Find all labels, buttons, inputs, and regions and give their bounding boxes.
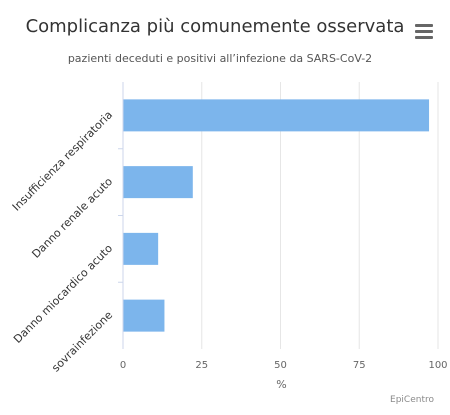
category-label: sovrainfezione (49, 308, 115, 374)
x-axis-title: % (276, 378, 286, 391)
x-tick-label: 50 (274, 360, 287, 371)
x-tick-label: 75 (353, 360, 366, 371)
credits-link[interactable]: EpiCentro (390, 395, 434, 405)
x-tick-label: 0 (120, 360, 126, 371)
x-tick-label: 100 (428, 360, 447, 371)
chart-subtitle: pazienti deceduti e positivi all’infezio… (67, 52, 373, 65)
bar[interactable] (123, 99, 430, 132)
bar[interactable] (123, 166, 193, 199)
bar[interactable] (123, 232, 159, 265)
hamburger-menu-icon[interactable] (413, 22, 435, 40)
bar[interactable] (123, 299, 165, 332)
x-tick-label: 25 (195, 360, 208, 371)
chart-title: Complicanza più comunemente osservata (25, 16, 405, 37)
